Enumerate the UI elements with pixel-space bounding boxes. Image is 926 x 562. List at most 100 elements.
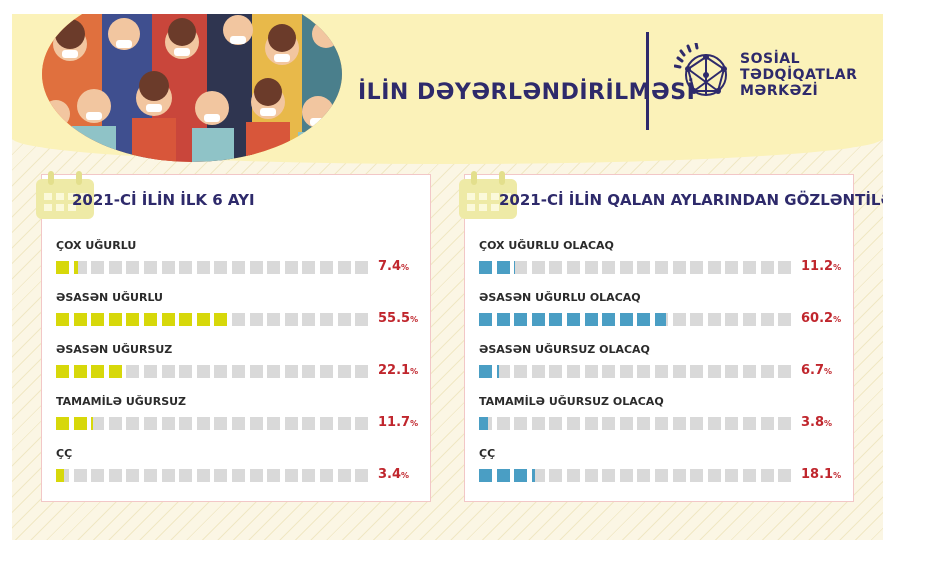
bar-segment xyxy=(337,417,351,430)
bar-segment xyxy=(619,469,633,482)
bar-segment xyxy=(108,365,122,378)
bar-segment-fill xyxy=(56,365,69,378)
percent-sign: % xyxy=(410,315,419,324)
bar-segment xyxy=(320,261,333,274)
category-label: ÇOX UĞURLU xyxy=(56,239,137,252)
bar xyxy=(56,417,369,430)
bar-segment xyxy=(267,469,281,482)
bar-segment xyxy=(760,365,774,378)
bar-segment xyxy=(549,313,563,326)
bar-segment xyxy=(778,313,792,326)
bar-segment xyxy=(337,261,351,274)
bar-segment xyxy=(743,365,756,378)
bar-segment-fill xyxy=(584,313,598,326)
bar-segment xyxy=(602,365,616,378)
bar-segment xyxy=(56,417,69,430)
bar-segment xyxy=(302,469,316,482)
value-label: 11.7% xyxy=(378,415,418,430)
bar-segment-fill xyxy=(602,313,616,326)
bar-segment-fill xyxy=(56,417,69,430)
bar-segment-fill xyxy=(108,313,122,326)
bar-segment xyxy=(672,313,686,326)
header-divider xyxy=(646,32,649,130)
bar-segment xyxy=(144,365,157,378)
bar-segment xyxy=(320,313,333,326)
bar xyxy=(479,365,792,378)
bar-segment xyxy=(232,469,245,482)
bar-segment xyxy=(531,261,545,274)
bar-segment xyxy=(179,261,193,274)
bar-segment xyxy=(91,313,105,326)
bar-segment xyxy=(637,313,651,326)
category-label: TAMAMİLƏ UĞURSUZ xyxy=(56,395,187,408)
bar-row: ÇOX UĞURLU OLACAQ 11.2% xyxy=(479,239,849,281)
bar-segment xyxy=(637,469,651,482)
bar-segment xyxy=(584,469,598,482)
bar-segment xyxy=(161,365,175,378)
bar-segment xyxy=(196,365,210,378)
category-label: TAMAMİLƏ UĞURSUZ OLACAQ xyxy=(479,395,664,408)
bar-segment xyxy=(672,261,686,274)
bar-segment xyxy=(655,469,668,482)
bar-segment xyxy=(284,365,298,378)
bar-segment xyxy=(567,365,580,378)
bar-segment xyxy=(496,261,510,274)
percent-sign: % xyxy=(824,367,833,376)
bar xyxy=(56,261,369,274)
bar-segment xyxy=(778,365,792,378)
percent-sign: % xyxy=(833,315,842,324)
org-name-line-2: TƏDQİQATLAR xyxy=(740,67,858,83)
bar-segment xyxy=(214,417,228,430)
bar-segment xyxy=(284,261,298,274)
bar xyxy=(479,261,792,274)
bar-segment xyxy=(108,261,122,274)
bar-segment xyxy=(637,365,651,378)
bar-segment xyxy=(161,313,175,326)
bar-segment xyxy=(690,469,704,482)
bar-segment-fill xyxy=(514,469,528,482)
percent-sign: % xyxy=(833,263,842,272)
calendar-icon xyxy=(459,171,517,219)
bar-segment xyxy=(56,313,69,326)
value-number: 11.2 xyxy=(801,259,834,274)
bar-segment xyxy=(355,261,369,274)
bar-segment xyxy=(549,261,563,274)
bar-segment xyxy=(672,365,686,378)
bar-segment-fill xyxy=(91,313,105,326)
bar-segment xyxy=(320,417,333,430)
bar-segment xyxy=(302,365,316,378)
bar-segment xyxy=(232,417,245,430)
percent-sign: % xyxy=(833,471,842,480)
value-number: 60.2 xyxy=(801,311,834,326)
bar-segment xyxy=(249,417,263,430)
bar-segment xyxy=(126,261,140,274)
bar xyxy=(479,469,792,482)
bar-segment xyxy=(496,313,510,326)
bar-segment xyxy=(91,417,105,430)
bar-row: ÇOX UĞURLU 7.4% xyxy=(56,239,426,281)
bar-segment xyxy=(602,417,616,430)
bar-segment xyxy=(91,365,105,378)
bar-segment xyxy=(743,313,756,326)
bar-segment xyxy=(196,261,210,274)
bar-segment-fill xyxy=(73,365,87,378)
bar-segment xyxy=(284,469,298,482)
bar-segment xyxy=(302,417,316,430)
bar-segment xyxy=(73,469,87,482)
value-label: 18.1% xyxy=(801,467,841,482)
value-label: 11.2% xyxy=(801,259,841,274)
bar-segment xyxy=(126,313,140,326)
bar-segment xyxy=(179,365,193,378)
bar-row: TAMAMİLƏ UĞURSUZ 11.7% xyxy=(56,395,426,437)
bar-segment-fill xyxy=(56,313,69,326)
bar-segment xyxy=(778,469,792,482)
bar-row: TAMAMİLƏ UĞURSUZ OLACAQ 3.8% xyxy=(479,395,849,437)
bar-segment xyxy=(267,365,281,378)
value-number: 55.5 xyxy=(378,311,411,326)
bar-segment xyxy=(144,313,157,326)
bar-segment xyxy=(355,469,369,482)
bar-segment xyxy=(355,365,369,378)
bar-segment xyxy=(214,313,228,326)
value-label: 3.4% xyxy=(378,467,409,482)
bar-segment xyxy=(567,417,580,430)
